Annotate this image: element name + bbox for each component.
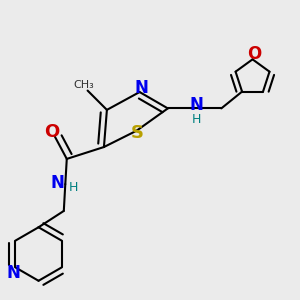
Text: S: S (131, 124, 144, 142)
Text: H: H (191, 113, 201, 126)
Text: N: N (51, 174, 65, 192)
Text: N: N (134, 80, 148, 98)
Text: O: O (247, 45, 261, 63)
Text: CH₃: CH₃ (74, 80, 94, 90)
Text: H: H (69, 181, 78, 194)
Text: N: N (7, 264, 21, 282)
Text: N: N (189, 96, 203, 114)
Text: O: O (44, 123, 59, 141)
